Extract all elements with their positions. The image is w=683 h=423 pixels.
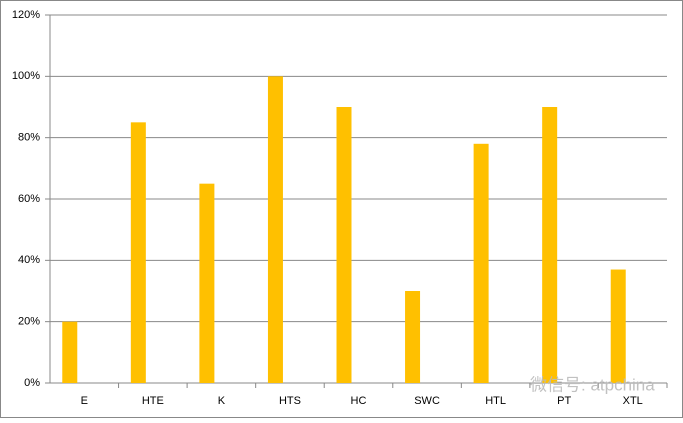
y-tick-label: 40% — [18, 254, 40, 266]
bar — [130, 122, 146, 383]
y-tick-label: 20% — [18, 316, 40, 328]
bar — [610, 269, 626, 383]
x-tick-label: SWC — [414, 395, 440, 407]
y-tick-label: 0% — [24, 377, 40, 389]
y-tick-label: 60% — [18, 193, 40, 205]
x-tick-label: XTL — [623, 395, 643, 407]
bar — [336, 107, 352, 383]
x-tick-label: HTL — [485, 395, 506, 407]
bar — [267, 76, 283, 383]
y-tick-label: 120% — [12, 9, 40, 21]
bar — [62, 321, 78, 383]
x-tick-label: HTE — [142, 395, 164, 407]
bar — [199, 183, 215, 383]
x-tick-label: E — [81, 395, 88, 407]
x-tick-label: K — [218, 395, 226, 407]
bar — [473, 143, 489, 383]
bar — [542, 107, 558, 383]
x-tick-label: PT — [557, 395, 571, 407]
watermark: 微信号: atpchina — [530, 375, 655, 394]
bar — [405, 291, 421, 383]
y-tick-label: 100% — [12, 70, 40, 82]
x-tick-label: HTS — [279, 395, 301, 407]
x-tick-label: HC — [351, 395, 367, 407]
y-tick-label: 80% — [18, 132, 40, 144]
